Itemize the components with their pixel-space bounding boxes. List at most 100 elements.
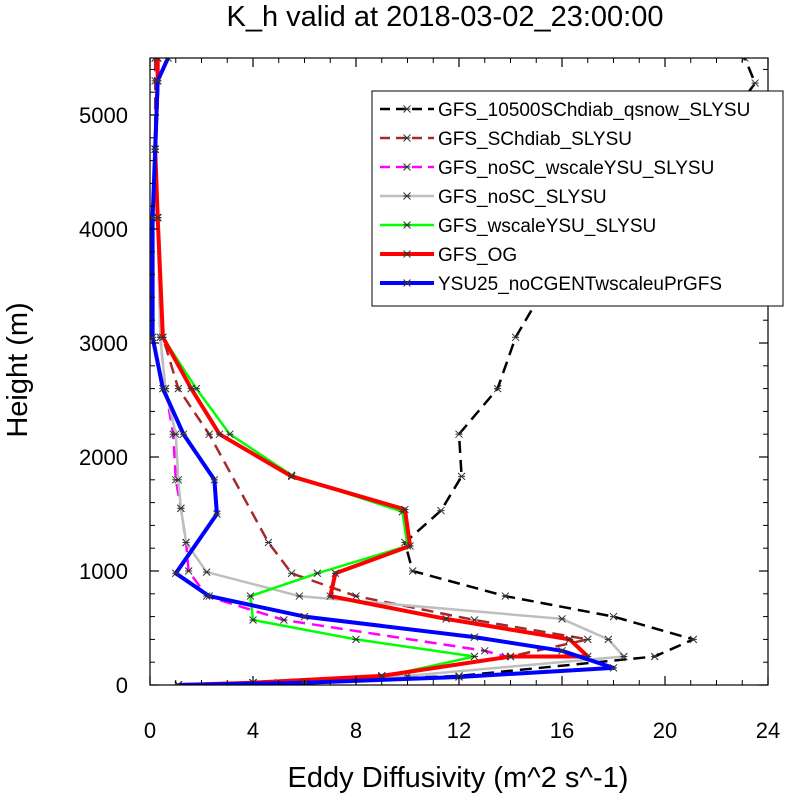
y-tick-label: 0 [116, 673, 128, 698]
data-point [406, 542, 414, 550]
x-axis-label: Eddy Diffusivity (m^2 s^-1) [288, 762, 629, 794]
data-point [171, 569, 180, 578]
legend-marker [403, 221, 411, 229]
legend-marker [403, 279, 411, 287]
data-point [470, 633, 479, 641]
data-point [215, 430, 224, 439]
legend-entry: GFS_SChdiab_SLYSU [380, 129, 632, 150]
data-point [153, 76, 162, 85]
data-point [249, 616, 257, 624]
chart-title: K_h valid at 2018-03-02_23:00:00 [227, 1, 664, 33]
data-point [313, 569, 322, 578]
legend-box [371, 90, 784, 307]
data-point [401, 505, 409, 514]
x-tick-label: 8 [350, 718, 362, 743]
data-point [213, 510, 221, 518]
data-point [184, 567, 193, 575]
y-tick-label: 3000 [79, 331, 128, 356]
data-point [182, 538, 190, 547]
data-point [501, 592, 510, 600]
data-point [153, 58, 162, 62]
data-point [246, 592, 255, 600]
data-point [511, 333, 520, 342]
x-tick-label: 16 [550, 718, 574, 743]
data-point [287, 472, 296, 481]
legend-marker [403, 163, 411, 171]
data-point [159, 384, 167, 393]
data-point [506, 652, 515, 661]
data-point [437, 506, 445, 515]
data-point [280, 616, 288, 624]
legend-entry: GFS_noSC_wscaleYSU_SLYSU [380, 158, 714, 179]
data-point [352, 592, 360, 600]
y-axis-label: Height (m) [2, 302, 34, 437]
legend: GFS_10500SChdiab_qsnow_SLYSU GFS_SChdiab_… [371, 90, 784, 307]
data-point [558, 646, 566, 655]
y-tick-label: 1000 [79, 559, 128, 584]
data-point [470, 652, 479, 661]
x-tick-label: 0 [144, 718, 156, 743]
data-point [171, 430, 180, 439]
data-point [480, 646, 489, 655]
x-tick-label: 12 [447, 718, 471, 743]
data-point [455, 430, 463, 439]
data-point [205, 592, 214, 600]
data-point [164, 58, 172, 62]
data-point [583, 635, 592, 644]
data-point [326, 592, 335, 600]
data-point [210, 475, 219, 484]
x-tick-label: 20 [653, 718, 677, 743]
data-point [558, 615, 566, 623]
data-point [300, 612, 309, 621]
legend-entry: YSU25_noCGENTwscaleuPrGFS [380, 274, 722, 295]
axis-ticks: 0 4 8 12 16 20 24 0 1000 2000 3000 4000 5000 [79, 58, 780, 743]
data-point [493, 384, 502, 393]
x-tick-label: 24 [756, 718, 780, 743]
data-point [408, 567, 417, 575]
legend-label: GFS_wscaleYSU_SLYSU [438, 216, 656, 237]
data-point [751, 79, 759, 87]
data-point [331, 569, 340, 578]
y-tick-label: 2000 [79, 445, 128, 470]
data-point [457, 472, 466, 481]
data-point [264, 538, 273, 547]
legend-label: GFS_SChdiab_SLYSU [438, 129, 632, 150]
data-point [352, 635, 360, 644]
data-point [604, 635, 613, 644]
data-point [159, 333, 167, 342]
data-point [179, 430, 188, 439]
data-point [174, 384, 183, 393]
legend-entry: GFS_wscaleYSU_SLYSU [380, 216, 656, 237]
x-tick-label: 4 [247, 718, 259, 743]
legend-marker [403, 134, 411, 142]
data-point [174, 475, 183, 484]
legend-marker [403, 250, 411, 258]
data-point [619, 652, 628, 661]
legend-entry: GFS_10500SChdiab_qsnow_SLYSU [380, 100, 750, 121]
data-point [689, 635, 698, 644]
legend-label: GFS_noSC_SLYSU [438, 187, 607, 208]
legend-entry: GFS_noSC_SLYSU [380, 187, 607, 208]
y-tick-label: 4000 [79, 217, 128, 242]
data-point [187, 384, 196, 393]
data-point [565, 635, 574, 644]
legend-label: YSU25_noCGENTwscaleuPrGFS [438, 274, 722, 295]
data-point [177, 504, 185, 513]
data-point [287, 569, 296, 578]
legend-label: GFS_noSC_wscaleYSU_SLYSU [438, 158, 714, 179]
y-tick-label: 5000 [79, 103, 128, 128]
data-point [225, 430, 234, 439]
legend-marker [403, 105, 411, 113]
legend-marker [403, 192, 411, 200]
data-point [650, 652, 659, 661]
data-point [609, 612, 618, 621]
legend-label: GFS_OG [438, 245, 517, 266]
data-point [205, 430, 214, 439]
data-point [151, 145, 160, 154]
data-point [609, 664, 618, 672]
legend-entry: GFS_OG [380, 245, 517, 266]
data-point [442, 615, 450, 623]
data-point [202, 568, 211, 576]
legend-label: GFS_10500SChdiab_qsnow_SLYSU [438, 100, 750, 121]
